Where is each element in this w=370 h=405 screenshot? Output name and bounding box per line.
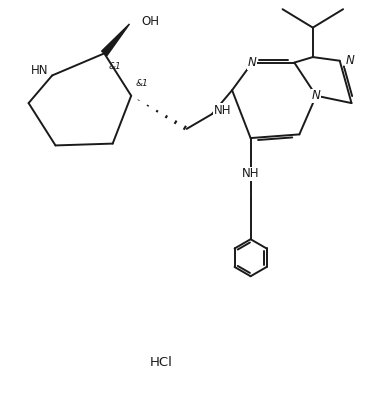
Text: &1: &1	[135, 79, 148, 88]
Text: &1: &1	[108, 62, 121, 71]
Text: HCl: HCl	[150, 356, 173, 369]
Text: N: N	[248, 56, 257, 69]
Text: NH: NH	[214, 104, 231, 117]
Text: NH: NH	[242, 167, 259, 180]
Text: OH: OH	[141, 15, 159, 28]
Text: N: N	[312, 89, 320, 102]
Text: HN: HN	[31, 64, 48, 77]
Text: N: N	[346, 54, 354, 67]
Polygon shape	[102, 24, 130, 55]
